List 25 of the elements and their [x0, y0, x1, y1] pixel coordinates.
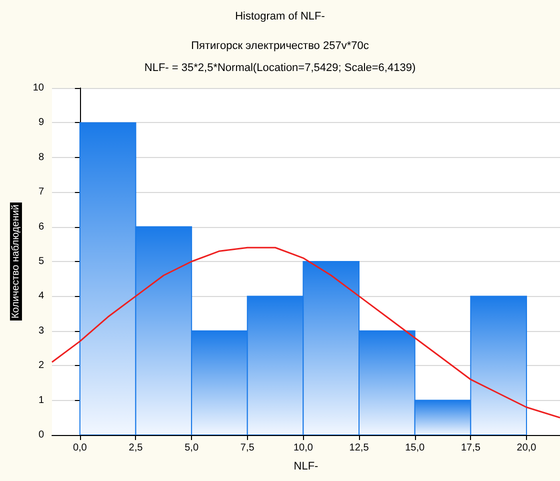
x-tick-label: 2,5: [128, 442, 144, 454]
y-tick-label: 7: [38, 186, 44, 198]
x-tick-label: 17,5: [460, 442, 481, 454]
y-tick-label: 6: [38, 221, 44, 232]
x-tick-label: 0,0: [72, 442, 88, 454]
y-tick-label: 8: [38, 152, 44, 163]
y-tick-label: 4: [38, 290, 44, 302]
x-tick-label: 5,0: [184, 442, 199, 454]
y-tick-label: 5: [38, 256, 44, 267]
line-series: [51, 246, 560, 418]
chart-title: Histogram of NLF-: [235, 10, 326, 22]
y-axis-title: Количество наблюдений: [10, 204, 22, 319]
y-tick-label: 3: [38, 325, 44, 336]
x-tick-label: 15,0: [405, 442, 426, 454]
y-tick-label: 10: [32, 82, 44, 94]
x-tick-label: 7,5: [240, 442, 255, 454]
x-tick-label: 20,0: [516, 442, 537, 454]
x-tick-label: 10,0: [293, 442, 314, 454]
y-tick-label: 9: [38, 117, 44, 128]
x-axis-title: NLF-: [294, 460, 319, 472]
y-tick-label: 1: [38, 394, 44, 406]
x-tick-label: 12,5: [349, 442, 370, 454]
y-tick-label: 0: [38, 430, 44, 440]
y-tick-label: 2: [38, 360, 44, 372]
chart-subtitle: Пятигорск электричество 257v*70c NLF- = 35*2,5*Normal(Location=7,5429; Scale=6,4139): [144, 40, 416, 74]
